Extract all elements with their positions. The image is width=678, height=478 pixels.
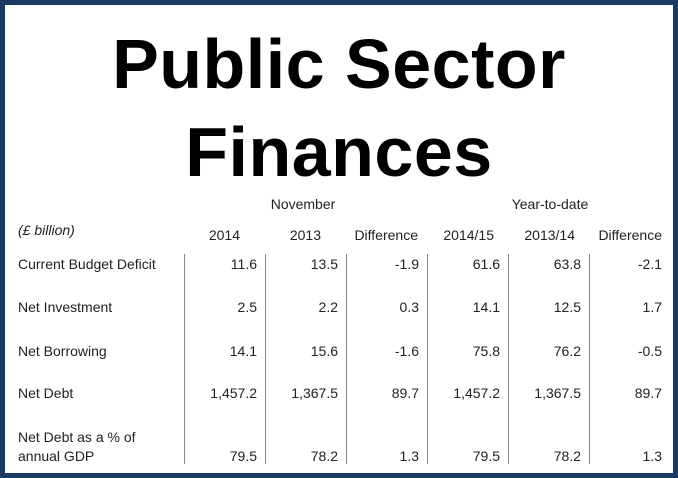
table-cell: 75.8 [472,343,500,359]
table-cell: 15.6 [310,343,338,359]
table-cell: 14.1 [229,343,257,359]
row-label-net-borrowing: Net Borrowing [18,343,107,359]
row-label-net-debt-pct-gdp-line-2: annual GDP [18,448,95,464]
table-cell: 1.3 [399,448,419,464]
row-label-current-budget-deficit: Current Budget Deficit [18,256,156,272]
group-header-november: November [270,196,336,212]
table-cell: 11.6 [230,256,257,272]
page-title-line-2: Finances [185,113,493,191]
column-divider [589,254,590,464]
table-cell: 79.5 [229,448,257,464]
table-cell: 2.5 [237,299,257,315]
table-cell: -1.6 [394,343,419,359]
column-header-2013-14: 2013/14 [524,227,575,243]
table-cell: -1.9 [394,256,419,272]
table-cell: 1.7 [642,299,662,315]
column-header-difference-monthly: Difference [354,227,418,243]
table-cell: 1,367.5 [534,385,581,401]
table-cell: 79.5 [472,448,500,464]
table-cell: 1,367.5 [291,385,338,401]
table-cell: 12.5 [553,299,581,315]
table-cell: 2.2 [318,299,338,315]
row-label-net-debt-pct-gdp-line-1: Net Debt as a % of [18,429,136,445]
table-cell: 78.2 [553,448,581,464]
table-cell: 78.2 [310,448,338,464]
table-cell: 13.5 [310,256,338,272]
column-divider [508,254,509,464]
row-label-net-debt: Net Debt [18,385,74,401]
column-header-difference-ytd: Difference [598,227,662,243]
table-cell: 89.7 [391,385,419,401]
column-divider [346,254,347,464]
unit-label: (£ billion) [18,222,75,238]
column-divider [184,254,185,464]
table-cell: -0.5 [637,343,662,359]
table-cell: 1,457.2 [453,385,500,401]
table-cell: 61.6 [472,256,500,272]
table-cell: 89.7 [634,385,662,401]
column-divider [265,254,266,464]
column-divider [427,254,428,464]
table-cell: -2.1 [637,256,662,272]
table-cell: 63.8 [553,256,581,272]
column-header-2014: 2014 [208,227,240,243]
column-header-2013: 2013 [289,227,321,243]
table-cell: 1,457.2 [210,385,257,401]
page-title-line-1: Public Sector [112,25,566,103]
table-cell: 1.3 [642,448,662,464]
table-cell: 14.1 [472,299,500,315]
table-cell: 0.3 [399,299,419,315]
table-cell: 76.2 [553,343,581,359]
group-header-year-to-date: Year-to-date [511,196,589,212]
row-label-net-investment: Net Investment [18,299,113,315]
column-header-2014-15: 2014/15 [443,227,494,243]
